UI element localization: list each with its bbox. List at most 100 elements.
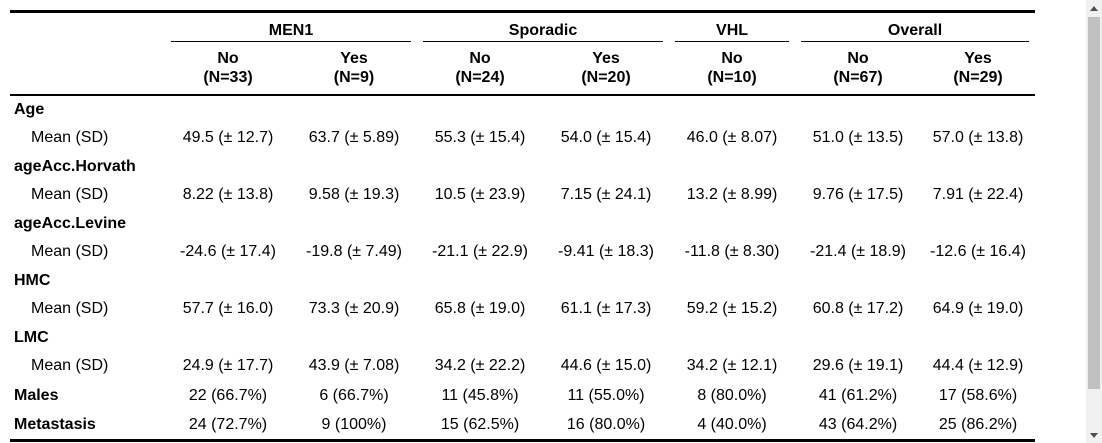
table-cell: -19.8 (± 7.49) bbox=[306, 243, 402, 260]
table-cell: 46.0 (± 8.07) bbox=[686, 129, 778, 146]
group-label: Overall bbox=[801, 22, 1030, 42]
table-cell: 8.22 (± 13.8) bbox=[182, 186, 274, 203]
table-cell: 9.76 (± 17.5) bbox=[812, 186, 904, 203]
table-cell: 55.3 (± 15.4) bbox=[434, 129, 526, 146]
stat-row: Mean (SD) 24.9 (± 17.7) 43.9 (± 7.08) 34.2 … bbox=[10, 351, 1035, 381]
group-header-overall: Overall bbox=[795, 10, 1036, 42]
table-cell: 57.0 (± 13.8) bbox=[932, 129, 1024, 146]
subheader-cell: Yes (N=20) bbox=[543, 42, 670, 96]
stat-label: Mean (SD) bbox=[31, 129, 109, 146]
variable-name: Age bbox=[14, 100, 45, 118]
stat-label: Mean (SD) bbox=[31, 357, 109, 374]
table-body: Age Mean (SD) 49.5 (± 12.7) 63.7 (± 5.89) 55… bbox=[10, 95, 1036, 442]
table-cell: 24 (72.7%) bbox=[165, 410, 291, 442]
table-cell: 10.5 (± 23.9) bbox=[434, 186, 526, 203]
subheader-label: No bbox=[721, 50, 743, 67]
table-cell: 7.15 (± 24.1) bbox=[560, 186, 652, 203]
table-cell: 44.4 (± 12.9) bbox=[932, 357, 1024, 374]
variable-name: LMC bbox=[14, 328, 49, 346]
table-cell: 8 (80.0%) bbox=[697, 386, 767, 404]
table-cell: 57.7 (± 16.0) bbox=[182, 300, 274, 317]
table-cell: 54.0 (± 15.4) bbox=[560, 129, 652, 146]
stat-row: Mean (SD) 8.22 (± 13.8) 9.58 (± 19.3) 10.5 … bbox=[10, 180, 1035, 210]
variable-row: HMC bbox=[10, 267, 1035, 294]
vertical-scrollbar[interactable] bbox=[1086, 0, 1102, 443]
subheader-cell: Yes (N=9) bbox=[291, 42, 418, 96]
table-cell: 49.5 (± 12.7) bbox=[182, 129, 274, 146]
table-cell: 17 (58.6%) bbox=[938, 386, 1018, 404]
subheader-n: (N=10) bbox=[707, 69, 757, 86]
table-cell: 65.8 (± 19.0) bbox=[434, 300, 526, 317]
table-cell: 59.2 (± 15.2) bbox=[686, 300, 778, 317]
table-cell: -21.4 (± 18.9) bbox=[810, 243, 906, 260]
subheader-label: Yes bbox=[340, 50, 368, 67]
group-label: VHL bbox=[675, 22, 790, 42]
scroll-down-arrow-icon[interactable] bbox=[1086, 427, 1102, 443]
table-cell: 41 (61.2%) bbox=[818, 386, 898, 404]
group-header-sporadic: Sporadic bbox=[417, 10, 670, 42]
table-cell: 16 (80.0%) bbox=[543, 410, 670, 442]
table-cell: 29.6 (± 19.1) bbox=[812, 357, 904, 374]
subheader-cell: No (N=10) bbox=[669, 42, 796, 96]
stat-row: Mean (SD) -24.6 (± 17.4) -19.8 (± 7.49) -21… bbox=[10, 237, 1035, 267]
stat-label: Mean (SD) bbox=[31, 186, 109, 203]
table-cell: 4 (40.0%) bbox=[669, 410, 796, 442]
table-cell: 11 (45.8%) bbox=[441, 386, 519, 404]
subheader-n: (N=20) bbox=[581, 69, 631, 86]
stat-row: Mean (SD) 57.7 (± 16.0) 73.3 (± 20.9) 65.8 … bbox=[10, 294, 1035, 324]
table-cell: 64.9 (± 19.0) bbox=[932, 300, 1024, 317]
stat-label: Mean (SD) bbox=[31, 300, 109, 317]
subheader-cell: No (N=67) bbox=[795, 42, 922, 96]
group-header-row: MEN1 Sporadic VHL Overall bbox=[10, 10, 1036, 42]
table-cell: -11.8 (± 8.30) bbox=[684, 243, 780, 260]
subheader-label: No bbox=[217, 50, 239, 67]
table-cell: 25 (86.2%) bbox=[921, 410, 1036, 442]
table-cell: -12.6 (± 16.4) bbox=[930, 243, 1026, 260]
subheader-label: Yes bbox=[964, 50, 992, 67]
subheader-label: No bbox=[847, 50, 869, 67]
table-cell: 43 (64.2%) bbox=[795, 410, 922, 442]
scroll-up-arrow-icon[interactable] bbox=[1086, 0, 1102, 16]
subheader-label: No bbox=[469, 50, 491, 67]
variable-name: ageAcc.Levine bbox=[14, 214, 127, 232]
group-label: MEN1 bbox=[171, 22, 412, 42]
table-cell: 34.2 (± 22.2) bbox=[434, 357, 526, 374]
table-cell: 13.2 (± 8.99) bbox=[686, 186, 778, 203]
variable-row: ageAcc.Levine bbox=[10, 210, 1035, 237]
table-cell: 51.0 (± 13.5) bbox=[812, 129, 904, 146]
scroll-thumb[interactable] bbox=[1088, 17, 1100, 389]
table-row: Metastasis 24 (72.7%) 9 (100%) 15 (62.5%) 16… bbox=[10, 410, 1036, 442]
table-cell: -21.1 (± 22.9) bbox=[432, 243, 528, 260]
subheader-n: (N=24) bbox=[455, 69, 505, 86]
row-label: Metastasis bbox=[10, 410, 165, 442]
variable-row: LMC bbox=[10, 324, 1035, 351]
table-cell: 9 (100%) bbox=[291, 410, 418, 442]
subheader-cell: No (N=33) bbox=[165, 42, 291, 96]
table-cell: 11 (55.0%) bbox=[567, 386, 645, 404]
subheader-label: Yes bbox=[592, 50, 620, 67]
table-cell: 73.3 (± 20.9) bbox=[308, 300, 400, 317]
table-cell: 43.9 (± 7.08) bbox=[308, 357, 400, 374]
subheader-row: No (N=33) Yes (N=9) No (N=24) Yes (N=20) No (… bbox=[10, 42, 1036, 96]
table-cell: 22 (66.7%) bbox=[188, 386, 268, 404]
table-cell: -24.6 (± 17.4) bbox=[180, 243, 276, 260]
subheader-n: (N=67) bbox=[833, 69, 883, 86]
subheader-empty bbox=[10, 42, 165, 96]
table-cell: 9.58 (± 19.3) bbox=[308, 186, 400, 203]
table-cell: 34.2 (± 12.1) bbox=[686, 357, 778, 374]
summary-table: MEN1 Sporadic VHL Overall No (N=33) Yes (N… bbox=[10, 10, 1036, 442]
table-cell: 6 (66.7%) bbox=[319, 386, 389, 404]
table-cell: 44.6 (± 15.0) bbox=[560, 357, 652, 374]
group-header-men1: MEN1 bbox=[165, 10, 418, 42]
table-row: Males 22 (66.7%) 6 (66.7%) 11 (45.8%) 11 (55… bbox=[10, 381, 1035, 410]
table-cell: 15 (62.5%) bbox=[417, 410, 544, 442]
variable-row: ageAcc.Horvath bbox=[10, 153, 1035, 180]
variable-row: Age bbox=[10, 95, 1035, 123]
table-cell: 61.1 (± 17.3) bbox=[560, 300, 652, 317]
subheader-cell: No (N=24) bbox=[417, 42, 544, 96]
subheader-n: (N=33) bbox=[203, 69, 253, 86]
stat-label: Mean (SD) bbox=[31, 243, 109, 260]
table-cell: 24.9 (± 17.7) bbox=[182, 357, 274, 374]
table-cell: 60.8 (± 17.2) bbox=[812, 300, 904, 317]
subheader-n: (N=29) bbox=[953, 69, 1003, 86]
